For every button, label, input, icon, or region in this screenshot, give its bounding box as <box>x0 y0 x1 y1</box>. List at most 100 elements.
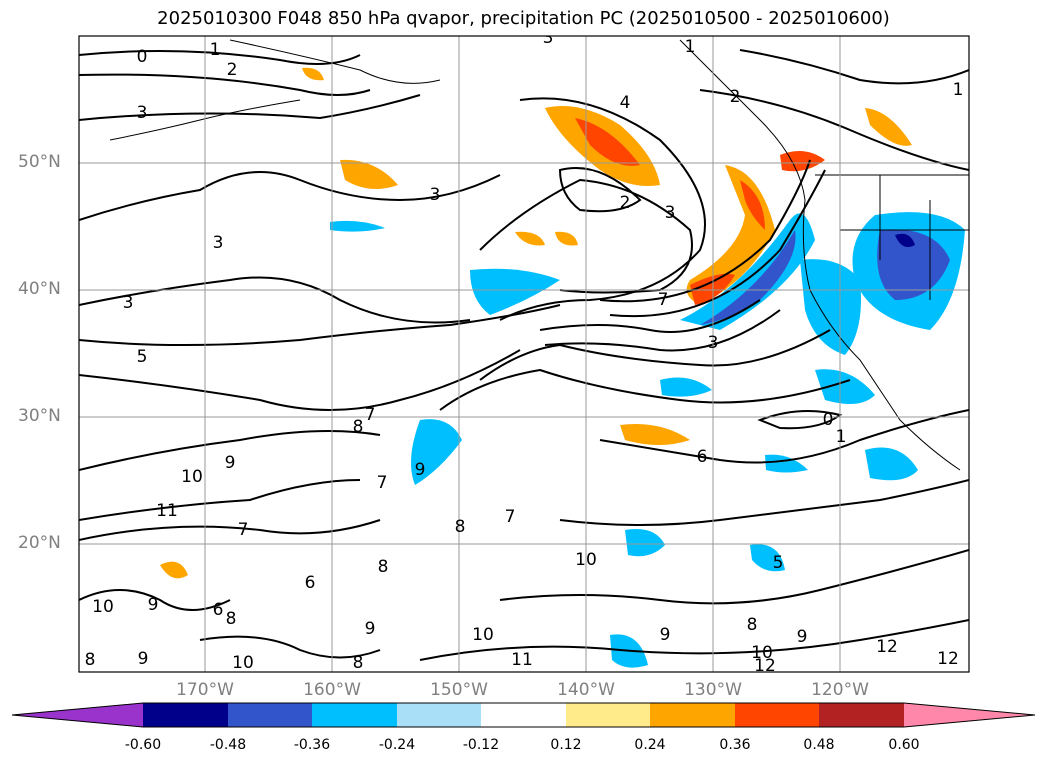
colorbar-tick: -0.24 <box>378 737 416 753</box>
contour-label: 8 <box>85 650 96 670</box>
contour-line <box>599 409 969 464</box>
precip-shading <box>160 67 965 668</box>
contour-line <box>439 368 851 411</box>
colorbar-tick: -0.60 <box>124 737 162 753</box>
precip-blob-negative <box>625 529 665 557</box>
colorbar-segment-2 <box>228 703 312 727</box>
contour-label: 0 <box>137 47 148 67</box>
contour-label: 7 <box>505 507 516 527</box>
colorbar-segment-7 <box>650 703 735 727</box>
contour-label: 10 <box>232 653 254 673</box>
contour-label: 3 <box>213 233 224 253</box>
precip-blob-positive <box>340 159 398 189</box>
contour-line <box>499 549 969 605</box>
lon-label-130w: 130°W <box>684 680 742 700</box>
colorbar-segment-1 <box>143 703 228 727</box>
contour-label: 0 <box>823 410 834 430</box>
contour-label: 2 <box>227 60 238 80</box>
contour-label: 11 <box>511 650 533 670</box>
contour-line <box>558 167 642 213</box>
precip-blob-negative <box>815 369 875 404</box>
contour-label: 8 <box>378 557 389 577</box>
colorbar-tick: 0.60 <box>888 737 920 753</box>
contour-line <box>599 159 811 303</box>
graticule <box>79 36 969 672</box>
contour-line <box>419 619 969 661</box>
contour-label: 3 <box>543 28 554 48</box>
map-frame <box>78 35 970 673</box>
contour-label: 9 <box>138 649 149 669</box>
contour-lines <box>79 49 969 661</box>
lon-label-150w: 150°W <box>430 680 488 700</box>
contour-label: 3 <box>708 333 719 353</box>
contour-line <box>79 171 501 221</box>
precip-blob-negative <box>680 213 815 330</box>
contour-label: 3 <box>123 293 134 313</box>
colorbar-outline <box>11 702 1036 728</box>
colorbar-segment-4 <box>397 703 481 727</box>
precip-blob-negative <box>877 229 950 300</box>
contour-label: 12 <box>937 649 959 669</box>
precip-blob-negative <box>660 377 712 397</box>
lon-label-140w: 140°W <box>557 680 615 700</box>
precip-blob-negative <box>895 233 915 248</box>
lon-label-160w: 160°W <box>303 680 361 700</box>
precip-blob-positive <box>555 231 578 246</box>
contour-line <box>79 276 471 324</box>
lat-label-20n: 20°N <box>18 533 61 553</box>
contour-label: 9 <box>797 627 808 647</box>
precip-blob-negative <box>865 447 918 481</box>
coastline-alaska <box>109 39 441 141</box>
contour-label: 3 <box>430 185 441 205</box>
colorbar-segment-8 <box>735 703 819 727</box>
contour-label: 9 <box>660 625 671 645</box>
contour-label: 1 <box>836 427 847 447</box>
contour-line <box>79 589 231 611</box>
precip-blob-positive <box>160 561 188 579</box>
colorbar-tick: 0.24 <box>634 737 666 753</box>
colorbar-segment-3 <box>312 703 397 727</box>
coastline-north-america <box>679 39 961 471</box>
contour-label: 7 <box>365 405 376 425</box>
precip-blob-negative <box>330 220 385 232</box>
contour-label: 7 <box>377 473 388 493</box>
contour-line <box>79 94 421 121</box>
contour-line <box>79 349 521 411</box>
lat-label-50n: 50°N <box>18 152 61 172</box>
precip-blob-negative <box>765 454 808 473</box>
contour-line <box>79 479 361 521</box>
contour-line <box>499 97 706 321</box>
contour-label: 8 <box>455 517 466 537</box>
contour-line <box>199 635 381 659</box>
contour-label: 5 <box>773 553 784 573</box>
contour-label-group: 0 1 2 3 3 3 3 3 1 4 2 2 3 7 3 1 5 7 8 10… <box>85 28 964 676</box>
precip-blob-positive <box>740 180 765 230</box>
contour-label: 7 <box>658 290 669 310</box>
lat-label-40n: 40°N <box>18 279 61 299</box>
contour-line <box>479 329 831 381</box>
contour-label: 12 <box>754 656 776 676</box>
contour-label: 8 <box>353 653 364 673</box>
contour-label: 3 <box>665 203 676 223</box>
precip-blob-positive <box>865 108 912 146</box>
contour-label: 9 <box>365 619 376 639</box>
precip-blob-negative <box>800 259 861 355</box>
lon-label-170w: 170°W <box>176 680 234 700</box>
precip-blob-negative <box>470 268 560 315</box>
precip-blob-negative <box>700 230 796 325</box>
contour-label: 2 <box>620 193 631 213</box>
contour-label: 7 <box>238 520 249 540</box>
coastlines <box>109 39 969 471</box>
contour-label: 10 <box>751 643 773 663</box>
contour-line <box>479 178 693 294</box>
contour-label: 10 <box>472 625 494 645</box>
contour-line <box>79 50 361 65</box>
contour-label: 2 <box>730 87 741 107</box>
contour-label: 9 <box>148 595 159 615</box>
page-title: 2025010300 F048 850 hPa qvapor, precipit… <box>157 8 890 29</box>
precip-blob-negative <box>411 419 462 485</box>
contour-label: 8 <box>353 417 364 437</box>
colorbar-tick: 0.36 <box>719 737 751 753</box>
contour-label: 10 <box>575 550 597 570</box>
